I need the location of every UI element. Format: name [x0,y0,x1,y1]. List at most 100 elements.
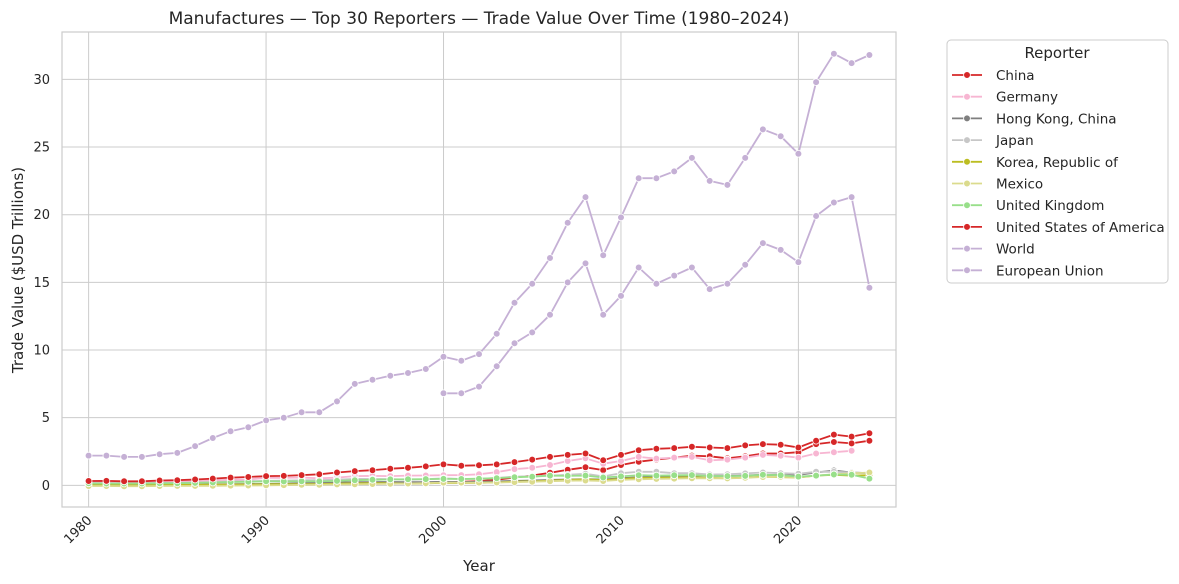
legend-swatch-marker [963,136,971,144]
grid-lines [62,32,896,507]
legend-label: China [996,68,1035,84]
data-point [581,259,590,268]
series-lines [84,49,874,491]
data-point [492,474,501,483]
data-point [741,154,749,162]
data-point [847,193,856,201]
data-point [652,471,661,480]
data-point [688,442,696,451]
data-point [830,438,838,446]
data-point [138,477,146,486]
legend-item: Japan [952,133,1034,149]
data-point [84,451,93,460]
data-point [776,451,785,460]
data-point [652,444,661,453]
data-point [333,468,341,477]
data-point [404,463,412,472]
data-point [191,442,199,450]
legend-label: World [996,242,1035,258]
y-axis-label: Trade Value ($USD Trillions) [9,167,27,374]
data-point [209,474,217,483]
data-point [741,453,749,462]
data-point [563,278,572,287]
data-point [226,427,235,436]
series-united-kingdom [84,470,874,488]
data-point [297,408,306,417]
y-tick-label: 20 [33,208,50,223]
data-point [368,466,377,475]
data-point [741,472,749,480]
legend-items: China Germany Hong Kong, China Japan Korea, … [952,68,1165,279]
data-point [865,436,874,445]
data-point [705,285,714,293]
data-point [155,476,164,485]
x-tick-label: 1990 [239,513,273,547]
data-point [617,213,625,222]
data-point [439,389,448,398]
data-point [102,477,111,485]
data-point [865,474,874,483]
y-tick-label: 15 [33,276,50,291]
legend-item: Germany [952,90,1058,106]
data-point [279,472,288,480]
data-point [155,450,164,459]
data-point [705,177,714,185]
data-point [812,449,820,458]
data-point [670,471,678,480]
data-point [865,283,874,292]
legend-item: Korea, Republic of [952,155,1119,171]
data-point [297,471,306,479]
data-point [333,477,341,485]
legend-box [946,39,1169,284]
data-point [315,408,324,417]
data-point [634,453,643,461]
data-point [386,371,395,380]
data-point [847,439,856,448]
data-point [439,475,448,483]
data-point [528,455,536,464]
data-point [226,473,235,482]
data-point [120,453,128,461]
data-point [847,59,856,67]
legend-swatch-marker [963,179,971,188]
data-point [350,476,359,485]
legend-swatch-marker [963,223,971,231]
data-point [404,369,412,377]
legend-label: Hong Kong, China [996,111,1117,127]
data-point [688,471,696,479]
y-tick-label: 10 [33,344,50,359]
data-point [546,461,554,469]
data-point [510,473,519,482]
data-point [705,443,714,452]
data-point [812,436,820,445]
data-point [563,219,572,227]
data-point [510,465,519,473]
legend-label: European Union [996,263,1104,279]
data-point [812,78,820,86]
data-point [776,471,785,480]
data-point [847,470,856,479]
series-united-states-of-america [84,429,874,486]
data-point [830,430,838,439]
data-point [776,132,785,141]
data-point [688,263,696,272]
data-point [492,460,501,469]
data-point [120,477,128,486]
data-point [528,472,536,481]
x-axis-label: Year [462,557,496,575]
data-point [84,477,93,485]
data-point [794,472,803,481]
data-point [634,263,643,272]
data-point [830,448,838,457]
data-point [794,453,803,462]
data-point [634,174,643,183]
legend-label: Korea, Republic of [996,155,1119,171]
data-point [475,382,483,391]
data-point [439,352,448,361]
data-point [492,329,501,338]
data-point [528,279,536,288]
data-point [581,471,590,480]
legend-swatch-marker [963,158,971,166]
x-tick-label: 2000 [416,513,450,547]
